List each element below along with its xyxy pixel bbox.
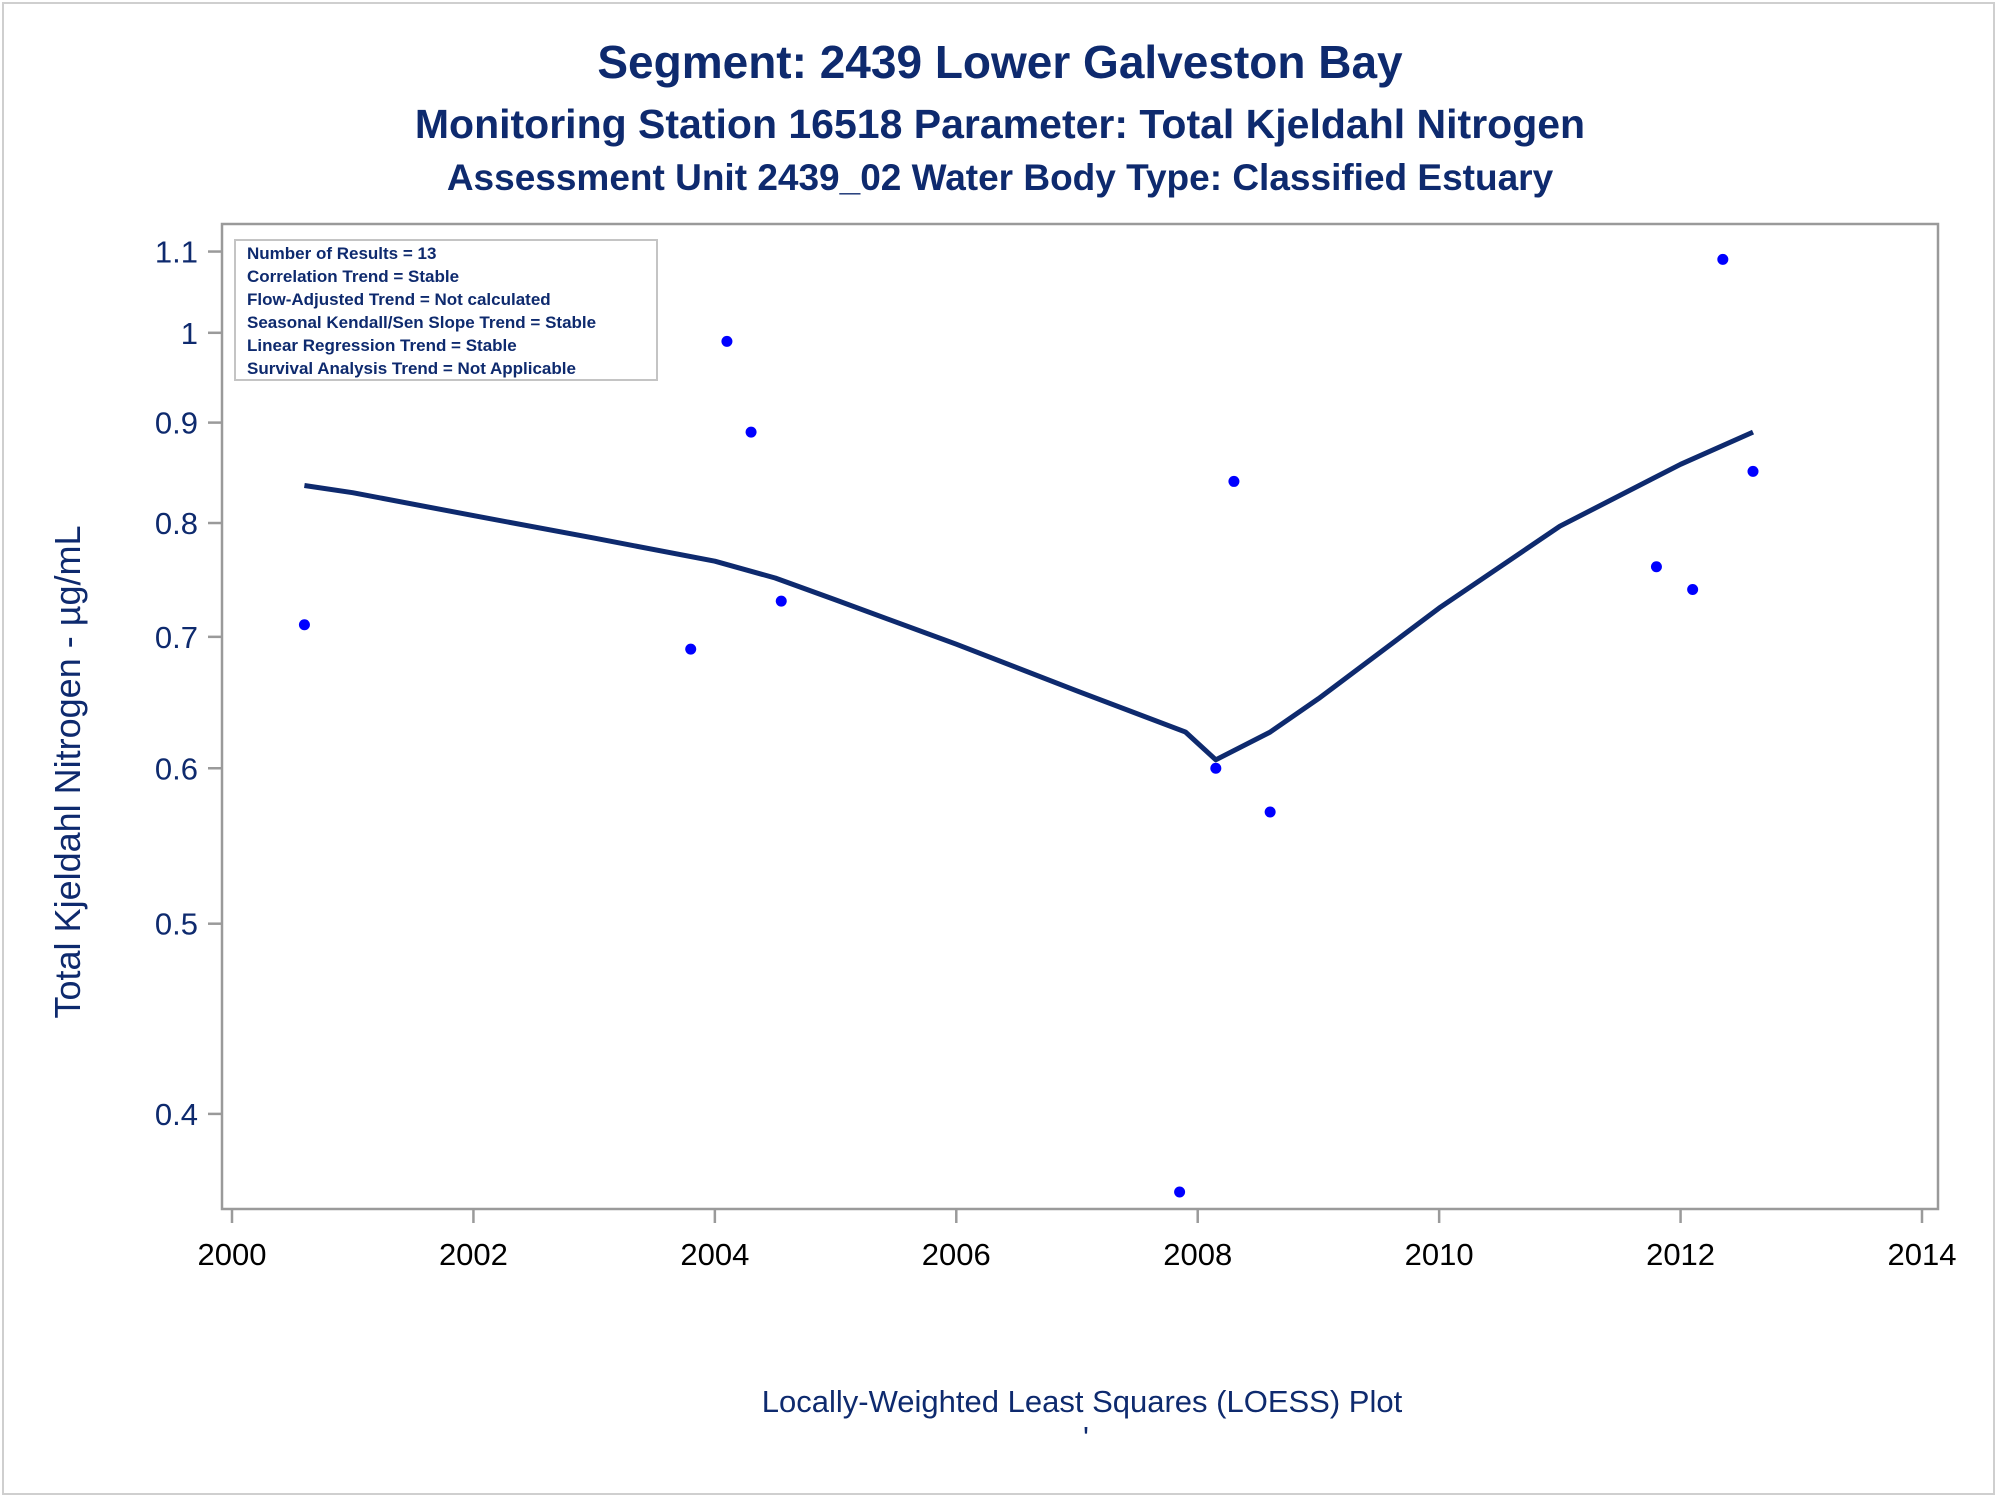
stats-line-correlation: Correlation Trend = Stable (247, 267, 459, 286)
data-point (1210, 762, 1222, 774)
x-tick-label: 2008 (1163, 1237, 1232, 1272)
x-tick-label: 2010 (1405, 1237, 1474, 1272)
x-tick-label: 2006 (922, 1237, 991, 1272)
x-axis-label: Locally-Weighted Least Squares (LOESS) P… (762, 1384, 1403, 1419)
y-tick-label: 0.7 (155, 620, 198, 655)
y-tick-label: 0.8 (155, 506, 198, 541)
chart-title: Segment: 2439 Lower Galveston Bay (597, 36, 1403, 88)
series-layer (298, 253, 1759, 1198)
data-point (1228, 475, 1240, 487)
data-point (1264, 806, 1276, 818)
x-tick-label: 2000 (198, 1237, 267, 1272)
data-point (1687, 583, 1699, 595)
chart-subtitle: Monitoring Station 16518 Parameter: Tota… (415, 101, 1585, 147)
y-axis-label: Total Kjeldahl Nitrogen - µg/mL (47, 526, 88, 1019)
loess-line (304, 429, 1755, 763)
data-point (1174, 1186, 1186, 1198)
data-point (298, 619, 310, 631)
data-point (775, 595, 787, 607)
data-point (1747, 465, 1759, 477)
y-tick-label: 0.9 (155, 406, 198, 441)
y-tick-label: 0.5 (155, 907, 198, 942)
stats-line-flow-adjusted: Flow-Adjusted Trend = Not calculated (247, 290, 551, 309)
x-tick-label: 2012 (1646, 1237, 1715, 1272)
stats-line-linear-regression: Linear Regression Trend = Stable (247, 336, 517, 355)
y-axis: 0.4 0.5 0.6 0.7 0.8 0.9 1 1.1 (155, 235, 222, 1132)
chart-subtitle-2: Assessment Unit 2439_02 Water Body Type:… (447, 157, 1554, 198)
plot-area (220, 222, 1940, 1211)
x-tick-label: 2002 (439, 1237, 508, 1272)
stats-box: Number of Results = 13 Correlation Trend… (234, 239, 658, 381)
x-axis: 2000 2002 2004 2006 2008 2010 2012 2014 (198, 1209, 1957, 1272)
data-point (721, 335, 733, 347)
stats-line-seasonal-kendall: Seasonal Kendall/Sen Slope Trend = Stabl… (247, 313, 596, 332)
data-point (1717, 253, 1729, 265)
data-point (685, 643, 697, 655)
stats-line-survival: Survival Analysis Trend = Not Applicable (247, 359, 576, 378)
y-tick-label: 0.4 (155, 1097, 198, 1132)
x-tick-label: 2004 (680, 1237, 749, 1272)
data-point (1650, 561, 1662, 573)
x-axis-note: ' (1083, 1420, 1089, 1455)
x-tick-label: 2014 (1888, 1237, 1957, 1272)
y-tick-label: 0.6 (155, 751, 198, 786)
y-tick-label: 1 (181, 316, 198, 351)
stats-box-border (234, 239, 658, 381)
y-tick-label: 1.1 (155, 235, 198, 270)
data-point (745, 426, 757, 438)
stats-line-results: Number of Results = 13 (247, 244, 436, 263)
